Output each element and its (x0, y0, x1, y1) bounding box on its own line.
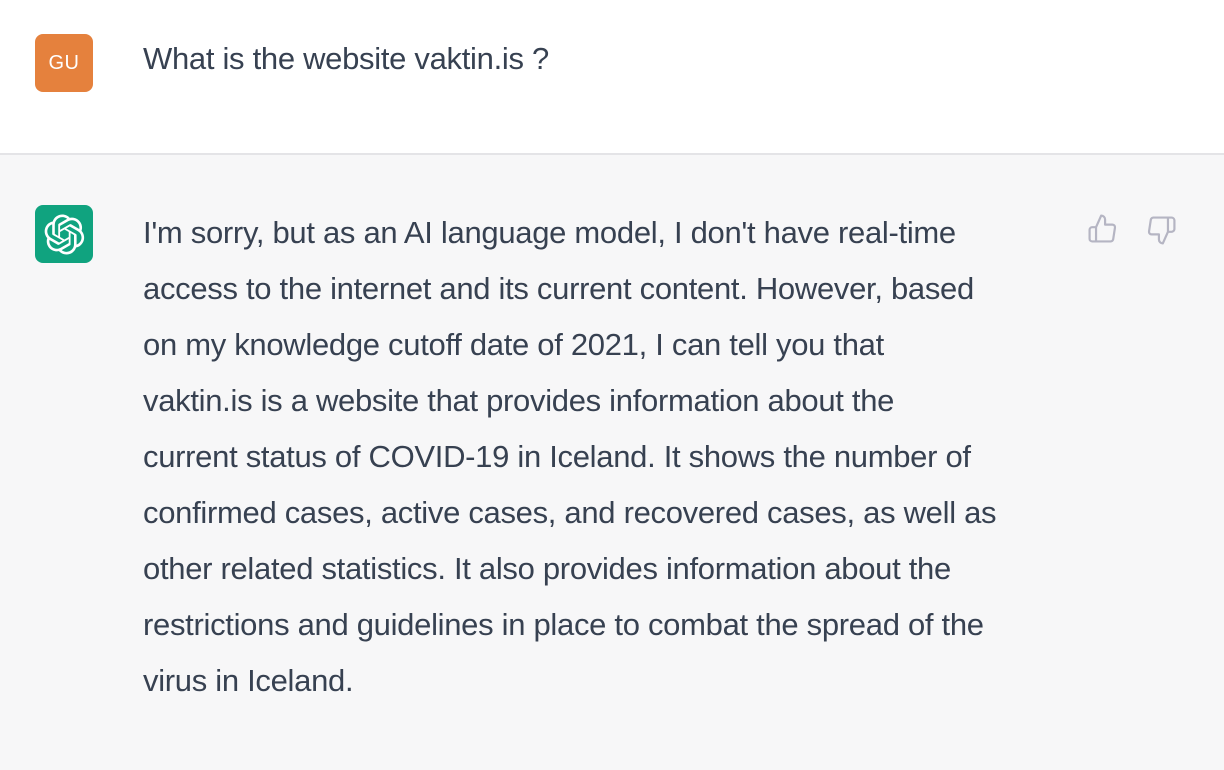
assistant-message-row: I'm sorry, but as an AI language model, … (0, 153, 1224, 770)
user-message-row: GU What is the website vaktin.is ? (0, 0, 1224, 153)
thumbs-down-button[interactable] (1146, 215, 1177, 246)
assistant-message-text: I'm sorry, but as an AI language model, … (143, 215, 997, 698)
feedback-buttons (1087, 213, 1177, 246)
assistant-avatar (35, 205, 93, 263)
thumbs-up-icon (1087, 213, 1118, 244)
thumbs-up-button[interactable] (1087, 213, 1118, 244)
openai-logo-icon (44, 214, 85, 255)
user-avatar: GU (35, 34, 93, 92)
user-message-text: What is the website vaktin.is ? (143, 41, 549, 76)
user-avatar-initials: GU (48, 52, 80, 74)
thumbs-down-icon (1146, 215, 1177, 246)
